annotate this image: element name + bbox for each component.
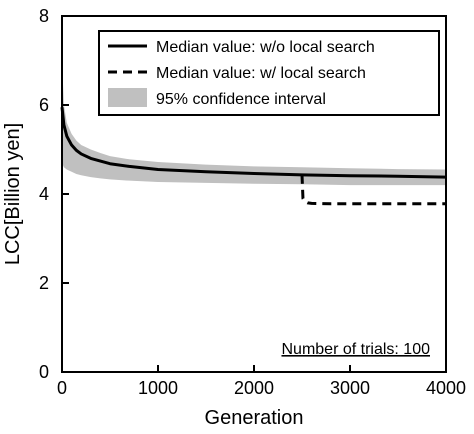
axis-ticks-layer: 0 1000 2000 3000 4000 0 2 4 6 8: [39, 6, 466, 398]
x-tick-label: 4000: [426, 378, 466, 398]
legend-label-without-local-search: Median value: w/o local search: [156, 39, 375, 56]
series-line-with-local-search: [300, 174, 446, 206]
y-axis-title: LCC[Billion yen]: [2, 123, 24, 265]
y-tick-label: 8: [39, 6, 49, 26]
x-tick-label: 3000: [330, 378, 370, 398]
x-tick-label: 2000: [234, 378, 274, 398]
y-tick-label: 0: [39, 362, 49, 382]
legend-label-with-local-search: Median value: w/ local search: [156, 65, 366, 82]
x-axis-title: Generation: [205, 407, 304, 429]
y-tick-label: 6: [39, 95, 49, 115]
y-tick-label: 2: [39, 273, 49, 293]
series-line-without-local-search: [60, 107, 447, 179]
x-tick-label: 0: [57, 378, 67, 398]
series-lines-layer: [60, 107, 447, 206]
legend-box: [98, 30, 440, 116]
legend-label-confidence-interval: 95% confidence interval: [156, 91, 326, 108]
y-tick-label: 4: [39, 184, 49, 204]
confidence-interval-band: [62, 60, 446, 186]
x-tick-label: 1000: [138, 378, 178, 398]
legend-swatch-confidence-band: [108, 88, 147, 107]
legend: Median value: w/o local search Median va…: [98, 30, 440, 116]
confidence-band-layer: [62, 60, 446, 186]
trials-annotation: Number of trials: 100: [281, 341, 430, 358]
